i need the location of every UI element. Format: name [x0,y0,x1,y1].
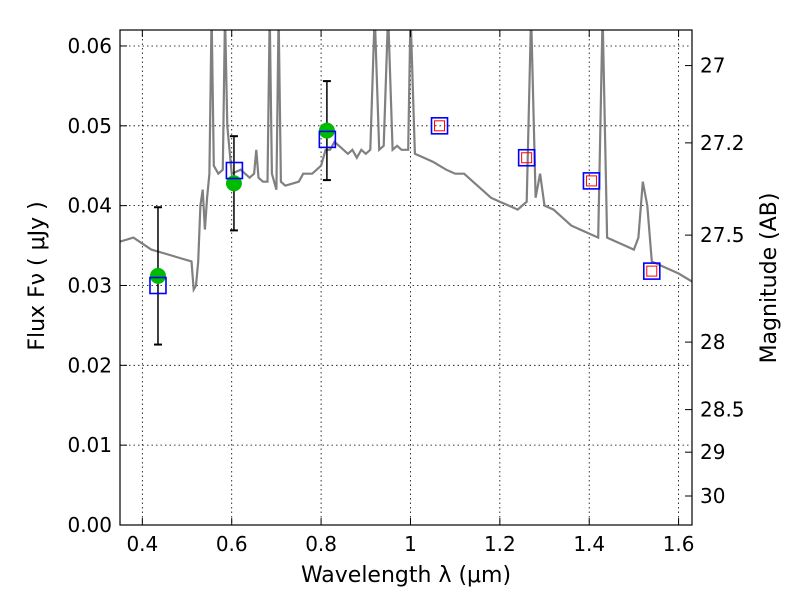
model-photometry-square [517,148,536,167]
y-tick-label: 0.00 [67,513,112,537]
x-tick-label: 1 [404,532,417,556]
model-photometry-square [149,276,167,295]
y-tick-label: 0.06 [67,34,112,58]
x-tick-label: 1.2 [484,532,516,556]
observed-point [149,267,166,284]
x-axis-label: Wavelength λ (μm) [301,563,511,588]
y-tick-label: 0.04 [67,194,112,218]
error-bars [153,80,331,346]
plot-frame [119,29,693,526]
y-axis-label: Flux Fν ( μJy ) [25,201,50,350]
y2-tick-label: 27.2 [700,131,745,155]
y2-axis-ticks: 27 27.2 27.5 28 28.5 29 30 [685,54,745,508]
x-tick-label: 0.4 [126,532,158,556]
x-tick-label: 0.8 [305,532,337,556]
model-photometry-inner-square [585,175,597,187]
y-tick-label: 0.03 [67,273,112,297]
y-tick-label: 0.05 [67,114,112,138]
y2-tick-label: 28 [700,330,725,354]
y2-tick-label: 30 [700,484,725,508]
y-tick-label: 0.02 [67,353,112,377]
model-photometry-inner-square [521,152,533,164]
model-spectrum [120,30,692,294]
y2-tick-label: 29 [700,440,725,464]
y2-axis-label: Magnitude (AB) [757,193,782,364]
x-tick-label: 1.6 [663,532,695,556]
model-photometry-inner-square [434,120,446,132]
y-axis-ticks: 0.00 0.01 0.02 0.03 0.04 0.05 0.06 [67,34,127,537]
y2-tick-label: 28.5 [700,398,745,422]
x-tick-label: 0.6 [216,532,248,556]
model-photometry-square [430,117,449,135]
y2-tick-label: 27.5 [700,223,745,247]
grid-lines [120,30,692,526]
model-photometry-inner-square [646,265,658,277]
y-tick-label: 0.01 [67,433,112,457]
model-photometry-square [582,172,601,190]
model-photometry-square [318,130,337,149]
model-photometry-squares [149,117,661,295]
model-spectrum-line [120,30,692,294]
y2-tick-label: 27 [700,54,725,78]
x-axis-ticks: 0.4 0.6 0.8 1 1.2 1.4 1.6 [126,30,695,556]
model-photometry-square [642,262,661,280]
x-tick-label: 1.4 [573,532,605,556]
model-photometry-square [225,161,244,180]
observed-points [149,122,335,284]
observed-point [225,175,242,192]
